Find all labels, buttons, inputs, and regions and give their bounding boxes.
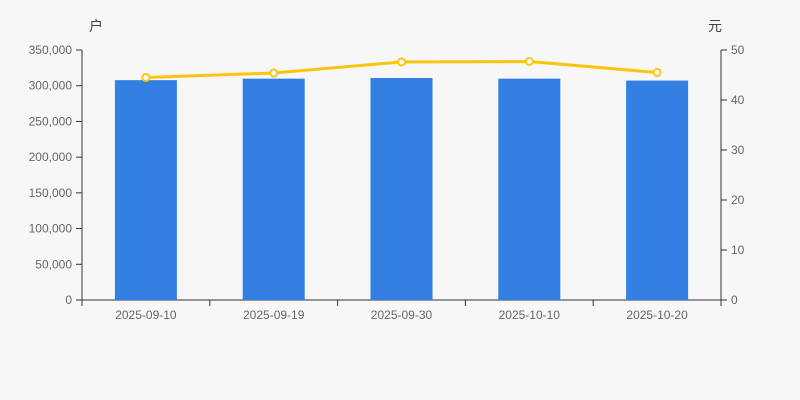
line-point[interactable]: [269, 68, 279, 78]
bar[interactable]: [242, 78, 305, 301]
x-axis-category-label: 2025-10-20: [626, 308, 688, 322]
line-point[interactable]: [141, 73, 151, 82]
left-axis-tick-label: 250,000: [29, 114, 73, 128]
line-point[interactable]: [397, 57, 406, 67]
right-axis-tick-label: 30: [731, 143, 745, 157]
line-point[interactable]: [524, 57, 534, 66]
bar[interactable]: [498, 78, 561, 301]
left-axis-tick-label: 300,000: [29, 79, 73, 93]
line-point[interactable]: [652, 68, 662, 77]
right-axis-tick-label: 50: [731, 43, 745, 57]
left-axis-unit-label: 户: [89, 18, 103, 34]
right-axis-tick-label: 10: [731, 243, 745, 257]
left-axis-tick-label: 50,000: [35, 257, 72, 271]
x-axis-category-label: 2025-09-19: [243, 308, 305, 322]
left-axis-tick-label: 350,000: [29, 43, 73, 57]
right-axis-tick-label: 20: [731, 193, 745, 207]
bar[interactable]: [114, 80, 177, 301]
bar[interactable]: [626, 80, 689, 300]
bar[interactable]: [370, 78, 433, 300]
left-axis-tick-label: 150,000: [29, 186, 73, 200]
left-axis-tick-label: 0: [65, 293, 72, 307]
x-axis-category-label: 2025-09-10: [115, 308, 177, 322]
x-axis-category-label: 2025-09-30: [371, 308, 433, 322]
right-axis-tick-label: 40: [731, 93, 745, 107]
right-axis-tick-label: 0: [731, 293, 738, 307]
left-axis-tick-label: 200,000: [29, 150, 73, 164]
right-axis-unit-label: 元: [708, 18, 722, 34]
left-axis-tick-label: 100,000: [29, 222, 73, 236]
x-axis-category-label: 2025-10-10: [499, 308, 561, 322]
